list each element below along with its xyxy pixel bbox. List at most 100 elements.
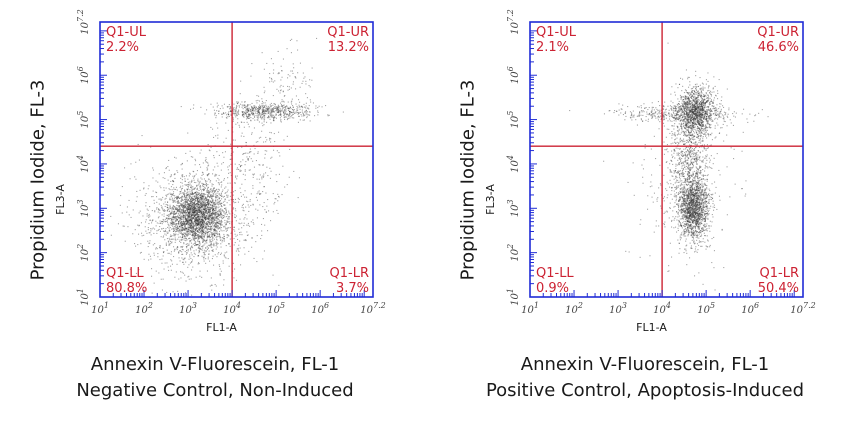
data-point — [174, 195, 176, 197]
data-point — [174, 173, 176, 175]
data-point — [197, 202, 199, 204]
data-point — [251, 237, 253, 239]
data-point — [232, 139, 234, 141]
data-point — [210, 180, 212, 182]
data-point — [194, 192, 196, 194]
data-point — [253, 110, 255, 112]
data-point — [189, 211, 191, 213]
data-point — [196, 205, 198, 207]
data-point — [697, 199, 699, 201]
data-point — [682, 218, 684, 220]
data-point — [191, 197, 193, 199]
data-point — [283, 112, 285, 114]
data-point — [129, 268, 131, 270]
data-point — [197, 211, 199, 213]
data-point — [186, 223, 188, 225]
data-point — [174, 173, 176, 175]
data-point — [685, 193, 687, 195]
data-point — [257, 117, 259, 119]
data-point — [196, 230, 198, 232]
data-point — [184, 217, 186, 219]
data-point — [161, 228, 163, 230]
data-point — [185, 211, 187, 213]
data-point — [275, 113, 277, 115]
data-point — [236, 168, 238, 170]
data-point — [211, 183, 213, 185]
data-point — [205, 206, 207, 208]
data-point — [270, 77, 272, 79]
data-point — [207, 203, 209, 205]
data-point — [260, 113, 262, 115]
data-point — [210, 201, 212, 203]
data-point — [195, 203, 197, 205]
data-point — [202, 183, 204, 185]
data-point — [696, 234, 698, 236]
data-point — [205, 258, 207, 260]
data-point — [218, 193, 220, 195]
data-point — [212, 211, 214, 213]
data-point — [270, 105, 272, 107]
data-point — [192, 226, 194, 228]
data-point — [180, 106, 182, 108]
data-point — [247, 234, 249, 236]
data-point — [186, 247, 188, 249]
data-point — [693, 192, 695, 194]
data-point — [246, 118, 248, 120]
data-point — [252, 187, 254, 189]
data-point — [181, 236, 183, 238]
data-point — [296, 108, 298, 110]
data-point — [203, 193, 205, 195]
data-point — [199, 197, 201, 199]
data-point — [205, 204, 207, 206]
data-point — [235, 175, 237, 177]
data-point — [182, 253, 184, 255]
data-point — [191, 217, 193, 219]
data-point — [195, 222, 197, 224]
data-point — [179, 202, 181, 204]
data-point — [247, 110, 249, 112]
data-point — [244, 104, 246, 106]
data-point — [693, 203, 695, 205]
data-point — [216, 219, 218, 221]
data-point — [204, 226, 206, 228]
data-point — [225, 211, 227, 213]
data-point — [186, 231, 188, 233]
data-point — [215, 202, 217, 204]
data-point — [207, 175, 209, 177]
data-point — [235, 107, 237, 109]
data-point — [219, 237, 221, 239]
data-point — [694, 182, 696, 184]
data-point — [196, 244, 198, 246]
data-point — [245, 112, 247, 114]
data-point — [234, 208, 236, 210]
data-point — [690, 174, 692, 176]
data-point — [166, 232, 168, 234]
data-point — [179, 207, 181, 209]
data-point — [184, 236, 186, 238]
data-point — [192, 229, 194, 231]
data-point — [201, 199, 203, 201]
data-point — [183, 201, 185, 203]
data-point — [228, 218, 230, 220]
data-point — [178, 210, 180, 212]
data-point — [185, 201, 187, 203]
data-point — [193, 198, 195, 200]
data-point — [212, 199, 214, 201]
data-point — [195, 220, 197, 222]
data-point — [166, 217, 168, 219]
data-point — [279, 114, 281, 116]
data-point — [185, 213, 187, 215]
data-point — [217, 213, 219, 215]
data-point — [162, 236, 164, 238]
data-point — [236, 234, 238, 236]
data-point — [194, 207, 196, 209]
data-point — [210, 228, 212, 230]
data-point — [706, 194, 708, 196]
data-point — [247, 201, 249, 203]
data-point — [293, 67, 295, 69]
data-point — [198, 222, 200, 224]
data-point — [195, 173, 197, 175]
data-point — [213, 203, 215, 205]
data-point — [196, 222, 198, 224]
data-point — [203, 209, 205, 211]
